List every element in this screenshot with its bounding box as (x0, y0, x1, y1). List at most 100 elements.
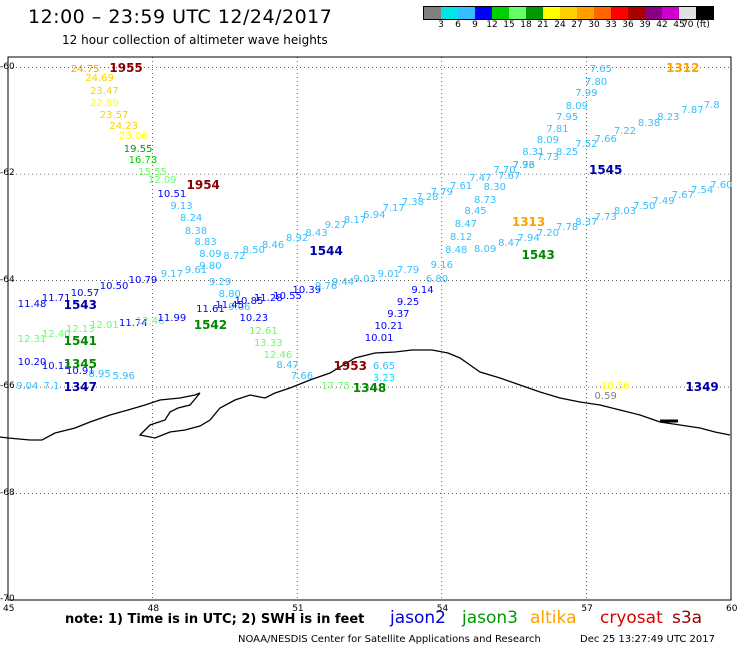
wave-height-value: 8.23 (657, 112, 680, 124)
wave-height-value: 9.37 (387, 309, 410, 321)
wave-height-value: 11.99 (157, 312, 187, 324)
wave-height-value: 10.01 (364, 333, 394, 345)
wave-height-value: 6.80 (425, 273, 449, 285)
colorbar-tick: 9 (472, 20, 478, 30)
wave-height-value: 9.27 (324, 220, 347, 232)
wave-height-value: 8.24 (180, 213, 203, 225)
latitude-label: -66 (0, 381, 15, 392)
wave-height-value: 8.09 (565, 100, 588, 112)
wave-height-value: 9.76 (314, 280, 338, 292)
wave-height-value: 7.95 (555, 112, 579, 124)
track-time-label: 1544 (309, 244, 343, 259)
wave-height-value: 24.75 (70, 64, 100, 76)
wave-height-value: 7.54 (690, 185, 714, 197)
wave-height-value: 7.79 (430, 186, 453, 198)
legend-jason2: jason2 (390, 608, 446, 628)
wave-height-value: 22.89 (90, 97, 119, 109)
wave-height-value: 7.60 (710, 179, 733, 191)
wave-height-value: 7.67 (671, 190, 694, 202)
track-time-label: 1953 (333, 358, 367, 373)
wave-height-value: 9.14 (411, 285, 434, 297)
colorbar-tick: 18 (520, 20, 532, 30)
wave-height-value: 8.31 (522, 146, 545, 158)
wave-height-value: 10.13 (41, 361, 71, 373)
colorbar-cell (577, 7, 594, 19)
wave-height-value: 12.31 (17, 334, 47, 346)
colorbar-cell (560, 7, 577, 19)
wave-height-value: 9.03 (353, 273, 376, 285)
wave-height-value: 9.25 (396, 296, 420, 308)
wave-height-value: 8.09 (199, 249, 222, 261)
graticule (7, 57, 732, 601)
colorbar-cell (509, 7, 526, 19)
page-subtitle: 12 hour collection of altimeter wave hei… (62, 33, 328, 47)
wave-height-value: 10.57 (70, 287, 100, 299)
wave-height-value: 12.01 (90, 319, 119, 331)
track-time-label: 1347 (63, 380, 97, 395)
map-border (7, 56, 732, 601)
latitude-label: -62 (0, 168, 15, 179)
longitude-label: 45 (3, 604, 15, 614)
wave-height-value: 10.50 (99, 280, 129, 292)
track-time-label: 1349 (685, 380, 719, 395)
wave-height-value: 6.94 (363, 209, 386, 221)
wave-height-value: 8.43 (305, 227, 328, 239)
wave-height-value: 9.16 (430, 259, 453, 271)
longitude-label: 60 (726, 604, 738, 614)
colorbar-cell (458, 7, 475, 19)
wave-height-value: 13.33 (253, 338, 283, 350)
wave-height-value: 7.17 (382, 203, 405, 215)
track-time-label: 1545 (588, 163, 623, 178)
wave-height-value: 7.96 (512, 160, 535, 172)
wave-height-value: 10.79 (128, 274, 158, 286)
wave-height-value: 7.65 (589, 64, 612, 76)
latitude-label: -70 (0, 594, 15, 604)
wave-height-value: 12.13 (65, 323, 95, 335)
wave-height-value: 19.55 (123, 144, 153, 156)
footer-credit: NOAA/NESDIS Center for Satellite Applica… (238, 634, 541, 645)
wave-height-value: 8.46 (261, 239, 285, 251)
wave-height-value: 7.99 (575, 88, 598, 100)
wave-height-value: 7.70 (493, 165, 516, 177)
colorbar-tick: 33 (605, 20, 617, 30)
track-time-label: 1543 (63, 297, 97, 312)
wave-height-value: 7.73 (536, 152, 559, 164)
wave-height-value: 7.66 (290, 371, 314, 383)
wave-height-value: 7.52 (575, 138, 598, 150)
wave-height-value: 7.66 (594, 133, 617, 145)
wave-height-value: 8.03 (613, 206, 637, 218)
wave-height-value: 7.1 (43, 381, 60, 393)
colorbar-tick: 45 (673, 20, 685, 30)
colorbar-tick: 24 (554, 20, 566, 30)
wave-height-value: 9.17 (160, 269, 184, 281)
colorbar-tick: 15 (503, 20, 515, 30)
colorbar-tick: 30 (588, 20, 600, 30)
wave-height-value: 8.80 (218, 288, 241, 300)
wave-height-value: 3.23 (372, 372, 396, 384)
colorbar-cell (424, 7, 441, 19)
wave-height-value: 12.09 (147, 175, 177, 187)
wave-height-value: 8.47 (454, 218, 478, 230)
wave-height-value: 8.38 (637, 117, 661, 129)
wave-height-value: 10.55 (273, 290, 302, 302)
colorbar-tick: 39 (639, 20, 651, 30)
colorbar-cell (611, 7, 628, 19)
wave-height-value: 11.45 (215, 300, 245, 312)
wave-height-value: 11.74 (118, 318, 148, 330)
wave-height-value: 9.04 (16, 381, 39, 393)
wave-height-value: 23.47 (90, 85, 119, 97)
wave-height-value: 12.61 (249, 326, 278, 338)
wave-height-value: 7.73 (594, 211, 617, 223)
longitude-label: 57 (581, 604, 593, 614)
wave-height-value: 7.87 (681, 105, 704, 117)
track-time-label: 1955 (109, 60, 143, 75)
legend-s3a: s3a (672, 608, 703, 628)
wave-height-value: 11.28 (253, 293, 283, 305)
wave-height-value: 15.55 (138, 166, 167, 178)
wave-height-value: 8.72 (223, 250, 246, 262)
wave-height-value: 8.47 (276, 359, 299, 371)
wave-height-value: 7.47 (469, 173, 492, 185)
wave-height-value: 7.28 (416, 192, 439, 204)
track-time-label: 1312 (666, 60, 700, 75)
